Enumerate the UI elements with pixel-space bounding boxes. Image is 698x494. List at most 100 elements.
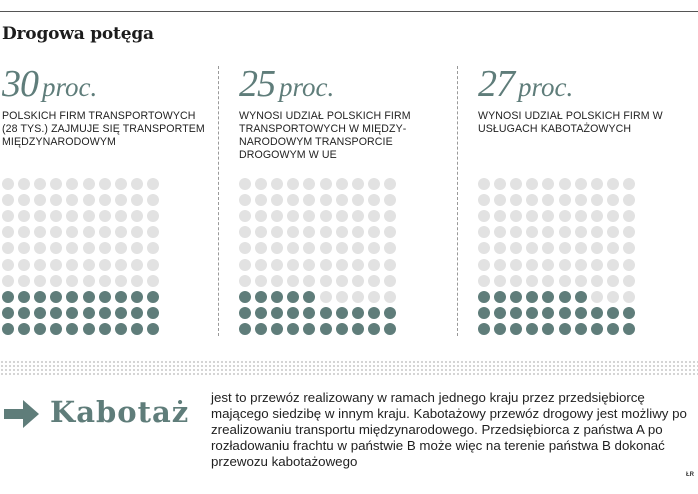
dot-empty (98, 226, 111, 239)
dot-empty (542, 274, 555, 287)
dot-empty (526, 226, 539, 239)
dot-empty (287, 242, 300, 255)
dot-empty (478, 226, 490, 239)
dot-empty (510, 210, 523, 223)
dot-empty (510, 258, 523, 271)
stat-unit: proc. (42, 72, 98, 102)
stat-unit: proc. (279, 72, 335, 102)
dot-empty (590, 258, 603, 271)
dot-filled (526, 322, 539, 335)
dot-empty (478, 194, 490, 207)
dot-empty (303, 242, 316, 255)
arrow-right-icon (4, 400, 39, 428)
dot-filled (526, 306, 539, 319)
dot-filled (510, 290, 523, 303)
dot-filled (574, 290, 587, 303)
author-credit: ŁR (686, 472, 694, 478)
dot-filled (255, 306, 268, 319)
dot-empty (574, 274, 587, 287)
dot-filled (66, 306, 79, 319)
dot-empty (383, 194, 396, 207)
dot-empty (271, 226, 284, 239)
dot-filled (622, 322, 635, 335)
dot-empty (82, 210, 95, 223)
dot-filled (335, 306, 348, 319)
dot-filled (478, 306, 490, 319)
dot-empty (319, 258, 332, 271)
dot-empty (114, 178, 127, 190)
dot-empty (335, 178, 348, 190)
dot-empty (367, 290, 380, 303)
dot-empty (319, 210, 332, 223)
dot-filled (239, 290, 251, 303)
dot-empty (66, 178, 79, 190)
dot-empty (255, 258, 268, 271)
dot-empty (303, 194, 316, 207)
dot-empty (82, 258, 95, 271)
dot-empty (510, 274, 523, 287)
dot-filled (50, 306, 63, 319)
dot-filled (255, 322, 268, 335)
dot-filled (351, 322, 364, 335)
dot-empty (82, 178, 95, 190)
dot-empty (82, 226, 95, 239)
stat-value: 27 proc. (478, 62, 573, 106)
dot-filled (271, 306, 284, 319)
dot-grid (2, 178, 166, 342)
dot-filled (542, 322, 555, 335)
dot-empty (271, 210, 284, 223)
dot-filled (114, 290, 127, 303)
dot-filled (287, 290, 300, 303)
dot-empty (574, 242, 587, 255)
dot-filled (255, 290, 268, 303)
dot-filled (271, 290, 284, 303)
dot-empty (526, 194, 539, 207)
dot-filled (287, 322, 300, 335)
dot-empty (114, 210, 127, 223)
dot-empty (558, 242, 571, 255)
dot-empty (2, 258, 14, 271)
dot-filled (526, 290, 539, 303)
dot-filled (478, 322, 490, 335)
dot-empty (574, 210, 587, 223)
dot-empty (526, 210, 539, 223)
dot-empty (542, 226, 555, 239)
dot-empty (351, 194, 364, 207)
dot-filled (367, 322, 380, 335)
dot-empty (18, 226, 31, 239)
dot-empty (542, 210, 555, 223)
dot-empty (494, 242, 507, 255)
dot-empty (146, 242, 159, 255)
dot-empty (494, 274, 507, 287)
stat-description: Polskich firm transporto­wych (28 tys.) … (2, 110, 205, 148)
dot-empty (526, 242, 539, 255)
dot-filled (239, 306, 251, 319)
dot-empty (18, 194, 31, 207)
dot-empty (574, 178, 587, 190)
stat-panel-3: 27 proc. wynosi udział polskich firm w us… (478, 62, 688, 342)
dot-empty (510, 178, 523, 190)
dot-filled (319, 306, 332, 319)
dot-empty (542, 258, 555, 271)
dot-empty (367, 242, 380, 255)
dot-empty (82, 194, 95, 207)
dot-empty (319, 274, 332, 287)
dot-empty (622, 194, 635, 207)
dot-filled (303, 322, 316, 335)
dot-empty (510, 226, 523, 239)
dot-empty (50, 194, 63, 207)
dot-empty (335, 258, 348, 271)
dot-empty (146, 274, 159, 287)
dot-empty (622, 210, 635, 223)
dot-empty (526, 258, 539, 271)
dot-empty (606, 178, 619, 190)
dot-empty (287, 194, 300, 207)
dot-empty (255, 210, 268, 223)
dot-empty (590, 194, 603, 207)
dot-empty (50, 226, 63, 239)
dot-filled (558, 322, 571, 335)
dot-empty (271, 242, 284, 255)
dot-filled (82, 322, 95, 335)
dot-empty (542, 194, 555, 207)
dot-empty (526, 178, 539, 190)
